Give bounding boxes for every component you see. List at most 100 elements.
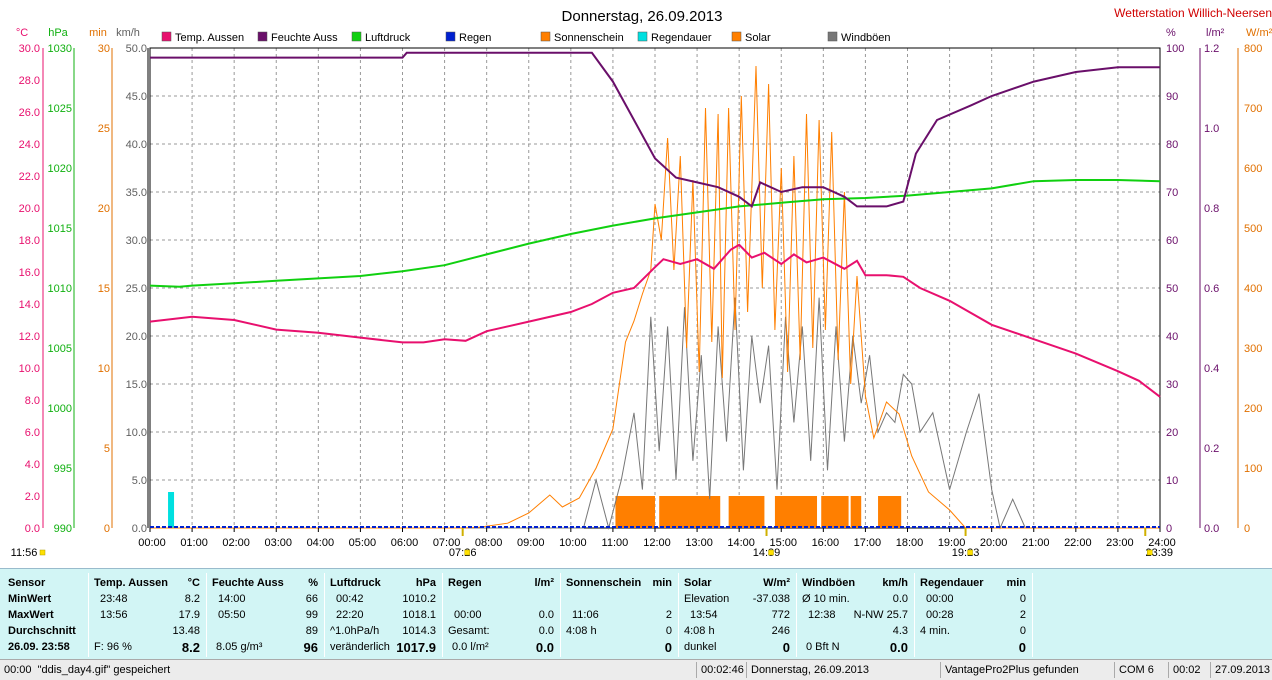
x-tick-label: 04:00 [307,537,335,549]
press-current: 1017.9 [396,640,436,655]
solar-header: Solar [684,577,712,589]
rain-total: 0.0 [538,625,554,637]
pressure-line [149,179,1161,288]
temp-min-time: 23:48 [100,593,128,605]
press-state: veränderlich [330,641,390,653]
row-label-min: MinWert [8,593,52,605]
sunshine-bar [659,496,721,528]
rd-total-value: 0 [1019,625,1026,637]
x-tick-label: 07:00 [433,537,461,549]
temp-axis-unit: °C [16,27,28,39]
legend-swatch [827,31,838,42]
pressure-tick-label: 1010 [48,283,72,295]
temperature-line [149,243,1161,398]
x-tick-label: 17:00 [854,537,882,549]
temp-tick-label: 22.0 [19,171,40,183]
status-device: VantagePro2Plus gefunden [940,662,1114,678]
rain-tick-label: 1.0 [1204,123,1219,135]
rain-unit: l/m² [534,577,554,589]
solar-duration: 4:08 h [684,625,715,637]
humidity-tick-label: 0 [1166,523,1172,535]
press-trend: 1014.3 [402,625,436,637]
x-tick-label: 00:00 [138,537,166,549]
wind-avg-label: Ø 10 min. [802,593,850,605]
rain-tick-label: 0.6 [1204,283,1219,295]
press-max-time: 22:20 [336,609,364,621]
wind-tick-label: 25.0 [126,283,147,295]
sun-marker-icon [1147,549,1153,556]
event-time-label: 07:26 [449,547,477,559]
stats-col-solar: Solar W/m² Elevation -37.038 13:54 772 4… [680,573,797,657]
humidity-tick-label: 20 [1166,427,1178,439]
statistics-panel: Sensor MinWert MaxWert Durchschnitt 26.0… [0,568,1272,659]
legend-swatch [731,31,742,42]
sunshine-bar [728,496,765,528]
press-min: 1010.2 [402,593,436,605]
rain-tick-label: 0.2 [1204,443,1219,455]
legend-label: Regendauer [651,32,712,44]
rd-current: 0 [1018,640,1026,655]
status-clock: 00:02 [1168,662,1210,678]
sunshine-tick-label: 0 [104,523,110,535]
rd-min: 0 [1019,593,1026,605]
temp-tick-label: 20.0 [19,203,40,215]
sunshine-tick-label: 20 [98,203,110,215]
sensor-header: Sensor [8,577,46,589]
legend-swatch [257,31,268,42]
wind-max-time: 12:38 [808,609,836,621]
stats-col-sunshine: Sonnenschein min 11:06 2 4:08 h 0 0 [562,573,679,657]
rd-max-time: 00:28 [926,609,954,621]
temp-tick-label: 28.0 [19,75,40,87]
temp-tick-label: 0.0 [25,523,40,535]
wind-axis-unit: km/h [116,27,140,39]
rain-axis-unit: l/m² [1206,27,1225,39]
x-tick-label: 14:00 [727,537,755,549]
chart-title: Donnerstag, 26.09.2013 [562,8,723,25]
temp-unit: °C [187,577,200,589]
solar-tick-label: 600 [1244,163,1262,175]
x-tick-label: 19:00 [938,537,966,549]
sunshine-bar [774,496,818,528]
x-tick-label: 21:00 [1022,537,1050,549]
stats-col-rain-duration: Regendauer min 00:00 0 00:28 2 4 min. 0 … [916,573,1033,657]
status-port: COM 6 [1114,662,1168,678]
pressure-tick-label: 1025 [48,103,72,115]
wind-avg: 0.0 [892,593,908,605]
temp-tick-label: 24.0 [19,139,40,151]
pressure-axis-unit: hPa [48,27,68,39]
row-label-avg: Durchschnitt [8,625,76,637]
stats-col-sensor: Sensor MinWert MaxWert Durchschnitt 26.0… [4,573,89,657]
press-min-time: 00:42 [336,593,364,605]
sun-header: Sonnenschein [566,577,642,589]
wind-tick-label: 0.0 [132,523,147,535]
row-label-max: MaxWert [8,609,54,621]
hum-absolute: 8.05 g/m³ [216,641,263,653]
legend-label: Windböen [841,32,891,44]
event-time-label: 19:23 [952,547,980,559]
rd-unit: min [1006,577,1026,589]
press-unit: hPa [415,577,436,589]
solar-elevation: -37.038 [752,593,790,605]
wind-max: N-NW 25.7 [853,609,908,621]
solar-tick-label: 300 [1244,343,1262,355]
x-tick-label: 15:00 [769,537,797,549]
hum-current: 96 [303,640,318,655]
sun-max-time: 11:06 [572,609,599,621]
temp-tick-label: 2.0 [25,491,40,503]
legend-swatch [161,31,172,42]
temp-tick-label: 18.0 [19,235,40,247]
rd-max: 2 [1019,609,1026,621]
legend-swatch [540,31,551,42]
humidity-axis-unit: % [1166,27,1176,39]
stats-col-humidity: Feuchte Auss % 14:00 66 05:50 99 89 8.05… [208,573,325,657]
stats-col-wind: Windböen km/h Ø 10 min. 0.0 12:38 N-NW 2… [798,573,915,657]
x-tick-label: 06:00 [391,537,419,549]
legend-label: Sonnenschein [554,32,624,44]
solar-tick-label: 700 [1244,103,1262,115]
sunshine-tick-label: 15 [98,283,110,295]
solar-tick-label: 400 [1244,283,1262,295]
solar-tick-label: 500 [1244,223,1262,235]
x-tick-label: 18:00 [896,537,924,549]
sunshine-tick-label: 25 [98,123,110,135]
sunshine-axis-unit: min [89,27,107,39]
